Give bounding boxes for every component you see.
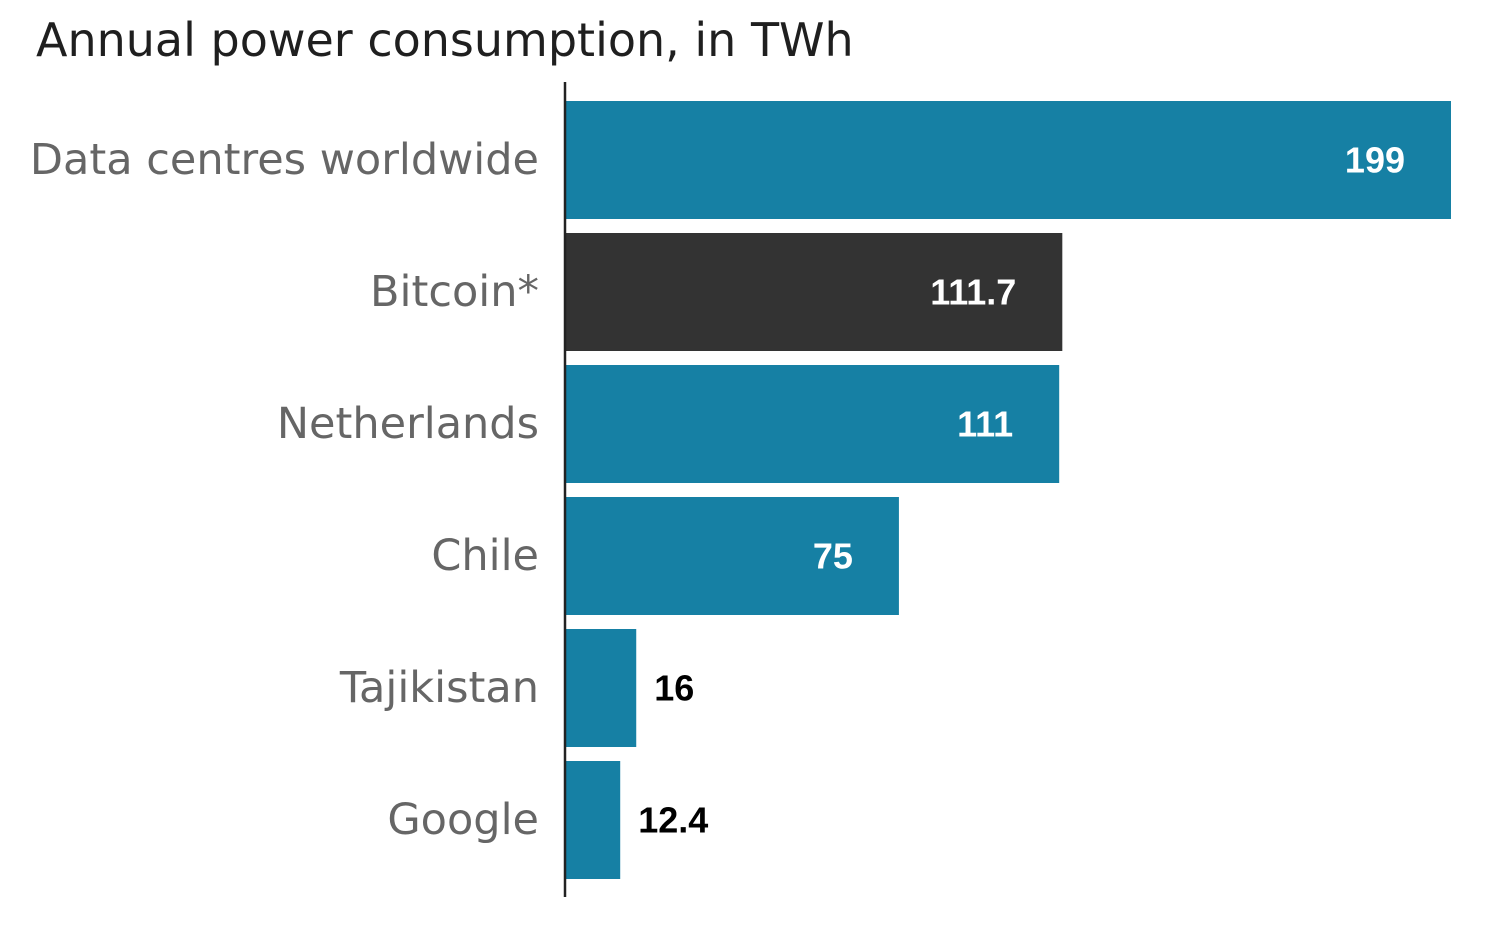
bars bbox=[565, 101, 1451, 879]
category-labels: Data centres worldwide Bitcoin* Netherland… bbox=[30, 135, 539, 845]
value-label-chile: 75 bbox=[813, 536, 853, 577]
value-labels: 199 111.7 111 75 16 12.4 bbox=[638, 140, 1405, 841]
chart-title: Annual power consumption, in TWh bbox=[36, 13, 854, 67]
bar-netherlands bbox=[565, 365, 1060, 483]
bar-chile bbox=[565, 497, 899, 615]
category-label-data-centres-worldwide: Data centres worldwide bbox=[30, 135, 539, 185]
value-label-netherlands: 111 bbox=[957, 404, 1013, 445]
value-label-google: 12.4 bbox=[638, 800, 708, 841]
bar-tajikistan bbox=[565, 629, 637, 747]
category-label-google: Google bbox=[387, 795, 539, 845]
value-label-bitcoin: 111.7 bbox=[930, 272, 1016, 313]
bar-data-centres-worldwide bbox=[565, 101, 1451, 219]
category-label-chile: Chile bbox=[431, 531, 539, 581]
value-label-data-centres-worldwide: 199 bbox=[1345, 140, 1405, 181]
category-label-netherlands: Netherlands bbox=[277, 399, 539, 449]
category-label-bitcoin: Bitcoin* bbox=[370, 267, 539, 317]
value-label-tajikistan: 16 bbox=[654, 668, 694, 709]
bar-google bbox=[565, 761, 621, 879]
bar-bitcoin bbox=[565, 233, 1063, 351]
category-label-tajikistan: Tajikistan bbox=[339, 663, 539, 713]
